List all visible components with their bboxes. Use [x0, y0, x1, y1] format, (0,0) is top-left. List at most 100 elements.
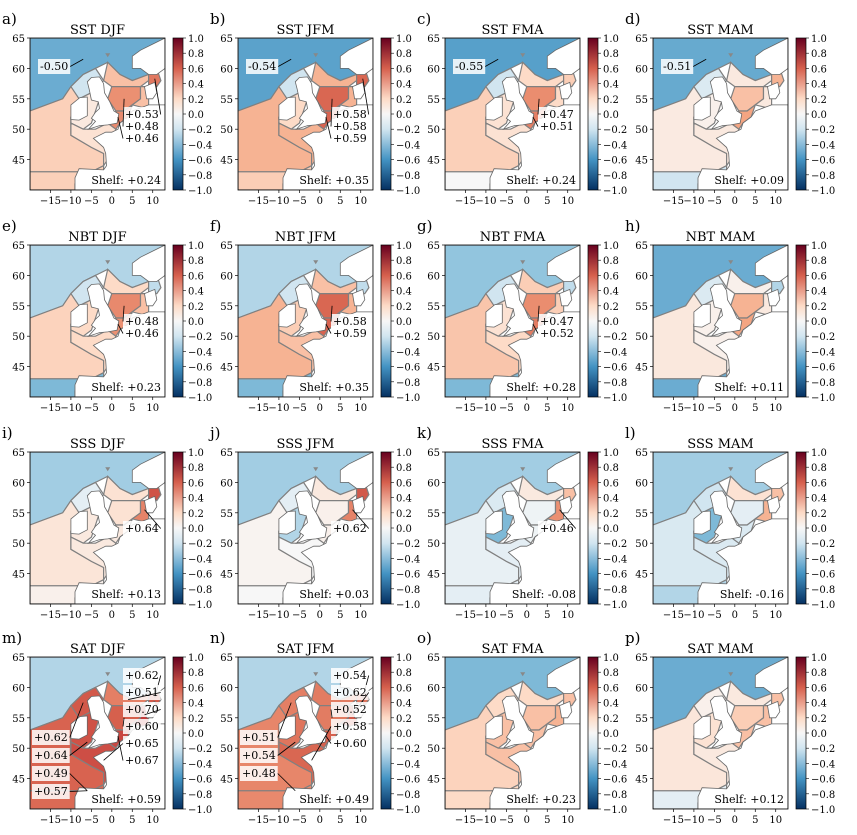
- lat-tick-label: 45: [427, 363, 440, 374]
- lon-tick-label: −15: [455, 815, 476, 826]
- axes-frame: [444, 244, 581, 398]
- colorbar-tick-label: 0.6: [396, 478, 412, 489]
- land-1: [501, 695, 535, 750]
- colorbar-tick-label: −0.8: [188, 790, 212, 801]
- colorbar-tick-label: −0.8: [188, 585, 212, 596]
- map-area: [238, 38, 373, 190]
- annotation-label: +0.58: [333, 720, 367, 733]
- annotation-box: [453, 59, 486, 74]
- lat-tick-label: 60: [635, 683, 648, 694]
- colorbar-tick-label: −1.0: [396, 600, 420, 611]
- lat-tick-label: 65: [220, 653, 233, 664]
- panel-o: o) SAT FMA 65 60 55 50 45 −15 −10 −5 0 5 10 1.0 0.8 0.6…: [417, 629, 627, 826]
- colorbar: [795, 37, 807, 191]
- land-1: [86, 490, 120, 545]
- panel-l: l) SSS MAM 65 60 55 50 45 −15 −10 −5 0 5 10 1.0 0.8 0.6…: [625, 424, 835, 621]
- marker-icon: [313, 260, 319, 265]
- colorbar-tick-label: 0.0: [811, 317, 827, 328]
- lon-tick-label: −10: [60, 403, 81, 414]
- land-2: [693, 96, 711, 121]
- lon-tick-label: 10: [561, 815, 574, 826]
- land-1: [501, 490, 535, 545]
- annotation-leader: [144, 509, 162, 529]
- annotation-box: [538, 326, 576, 341]
- colorbar-tick-label: −0.4: [811, 554, 835, 565]
- colorbar-tick-label: 0.4: [603, 699, 619, 710]
- panel-letter: b): [210, 10, 225, 28]
- lon-tick-label: −10: [475, 403, 496, 414]
- shelf-label: Shelf: +0.24: [506, 174, 576, 187]
- annotation-label: +0.60: [125, 720, 159, 733]
- annotation-leader: [330, 305, 333, 322]
- land-0: [754, 245, 788, 282]
- annotation-box: [123, 326, 161, 341]
- lon-tick-label: −15: [663, 403, 684, 414]
- colorbar-tick-label: 1.0: [603, 448, 619, 459]
- lat-tick-label: 50: [427, 539, 440, 550]
- annotation-box: [240, 766, 278, 781]
- colorbar-tick-label: −0.2: [603, 539, 627, 550]
- land-2: [278, 715, 296, 740]
- lon-tick-label: 0: [524, 610, 530, 621]
- annotation-leader: [117, 735, 124, 761]
- annotation-box: [331, 668, 369, 683]
- marker-icon: [105, 467, 111, 472]
- land-3: [559, 81, 573, 100]
- colorbar: [587, 244, 599, 398]
- axes-frame: [29, 244, 166, 398]
- panel-title: SST FMA: [481, 23, 544, 38]
- colorbar-tick-label: −1.0: [603, 600, 627, 611]
- lon-tick-label: 0: [524, 403, 530, 414]
- map-area: [653, 245, 788, 397]
- colorbar-tick-label: 1.0: [811, 241, 827, 252]
- annotation-leader: [325, 323, 332, 334]
- annotation-box: [240, 730, 278, 745]
- land-2: [70, 96, 88, 121]
- colorbar-tick-label: −0.2: [396, 539, 420, 550]
- shelf-label-bg: [297, 380, 371, 395]
- lon-tick-label: 5: [752, 403, 758, 414]
- axes-frame: [237, 656, 374, 810]
- colorbar-tick-label: 0.6: [603, 683, 619, 694]
- land-3: [559, 495, 573, 514]
- panel-letter: j): [208, 424, 221, 442]
- annotation-box: [123, 119, 161, 134]
- colorbar-tick-label: 0.8: [811, 463, 827, 474]
- shelf-label-bg: [717, 587, 786, 602]
- land-2: [70, 510, 88, 535]
- shelf-label: Shelf: -0.08: [512, 588, 576, 601]
- annotation-box: [123, 753, 161, 768]
- colorbar-tick-label: 0.2: [188, 509, 204, 520]
- colorbar-tick-label: 0.0: [811, 729, 827, 740]
- annotation-box: [538, 314, 576, 329]
- marker-icon: [313, 53, 319, 58]
- lat-tick-label: 50: [12, 744, 25, 755]
- colorbar-tick-label: 0.4: [603, 287, 619, 298]
- panel-letter: k): [417, 424, 432, 442]
- lat-tick-label: 55: [220, 714, 233, 725]
- axes-frame: [237, 451, 374, 605]
- shelf-label: Shelf: +0.03: [299, 588, 369, 601]
- land-3: [144, 288, 158, 307]
- colorbar-tick-label: 0.4: [811, 80, 827, 91]
- panel-letter: l): [625, 424, 636, 442]
- lat-tick-label: 60: [12, 64, 25, 75]
- colorbar-tick-label: 1.0: [188, 448, 204, 459]
- colorbar-tick-label: 0.0: [811, 524, 827, 535]
- lat-tick-label: 65: [635, 653, 648, 664]
- shelf-label: Shelf: +0.24: [91, 174, 161, 187]
- panel-letter: g): [417, 217, 432, 235]
- lat-tick-label: 65: [427, 448, 440, 459]
- shelf-label: Shelf: +0.35: [299, 174, 369, 187]
- colorbar-tick-label: 0.6: [811, 478, 827, 489]
- land-2: [693, 715, 711, 740]
- lat-tick-label: 45: [427, 570, 440, 581]
- colorbar-tick-label: 0.4: [811, 699, 827, 710]
- lat-tick-label: 65: [635, 34, 648, 45]
- colorbar-tick-label: 0.2: [811, 509, 827, 520]
- annotation-box: [123, 702, 161, 717]
- lon-tick-label: −10: [268, 610, 289, 621]
- colorbar-tick-label: 0.0: [603, 317, 619, 328]
- colorbar-tick-label: 1.0: [396, 448, 412, 459]
